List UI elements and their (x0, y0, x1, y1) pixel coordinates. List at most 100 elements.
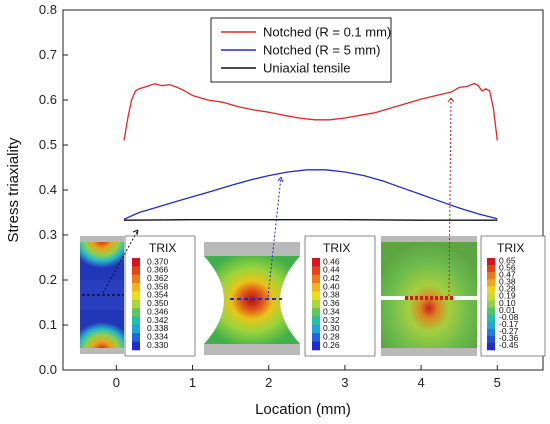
colorbar-swatch (487, 328, 495, 337)
colorbar-swatch (312, 299, 320, 309)
legend-label: Notched (R = 5 mm) (263, 43, 380, 58)
colorbar-swatch (487, 286, 495, 294)
colorbar-title-r5: TRIX (323, 241, 350, 255)
colorbar-label: 0.47 (499, 269, 516, 279)
y-tick-label: 0.2 (39, 272, 57, 287)
y-tick-label: 0.8 (39, 2, 57, 17)
colorbar-label: 0.342 (147, 315, 169, 325)
colorbar-label: -0.08 (499, 312, 519, 322)
inset-notched-r5: TRIX 0.460.440.420.400.380.360.340.320.3… (204, 235, 376, 357)
colorbar-label: 0.36 (323, 298, 340, 308)
colorbar-swatch (487, 258, 495, 266)
colorbar-swatch (132, 324, 140, 334)
colorbar-label: 0.362 (147, 273, 169, 283)
colorbar-swatch (312, 266, 320, 276)
arrow-r01 (448, 97, 452, 297)
inset-uniaxial: TRIX 0.3700.3660.3620.3580.3540.3500.346… (80, 235, 196, 357)
colorbar-swatch (132, 258, 140, 267)
specimen-uniaxial-grip-bottom (80, 348, 124, 354)
legend-label: Notched (R = 0.1 mm) (263, 25, 391, 40)
colorbar-label: 0.338 (147, 323, 169, 333)
specimen-uniaxial-bottom-field (80, 310, 124, 350)
colorbar-label: -0.27 (499, 326, 519, 336)
colorbar-label: 0.366 (147, 265, 169, 275)
legend-label: Uniaxial tensile (263, 61, 350, 76)
colorbar-label: 0.370 (147, 256, 169, 266)
colorbar-swatch (312, 274, 320, 284)
colorbar-swatch (132, 299, 140, 309)
colorbar-label: 0.350 (147, 298, 169, 308)
colorbar-swatch (312, 291, 320, 301)
specimen-uniaxial-grip-top (80, 236, 124, 242)
colorbar-swatch (312, 258, 320, 267)
colorbar-swatch (132, 333, 140, 342)
colorbar-swatch (487, 321, 495, 330)
legend: Notched (R = 0.1 mm) Notched (R = 5 mm) Un… (210, 17, 392, 83)
colorbar-swatch (487, 307, 495, 315)
colorbar-swatch (487, 300, 495, 308)
colorbar-swatch (487, 314, 495, 322)
x-tick-label: 4 (417, 375, 424, 390)
specimen-r01-grip-top (381, 236, 477, 242)
colorbar-swatch (132, 266, 140, 276)
series-line-0 (123, 82, 498, 141)
colorbar-label: 0.28 (323, 332, 340, 342)
y-tick-label: 0.0 (39, 362, 57, 377)
colorbar-label: 0.32 (323, 315, 340, 325)
colorbar-label: -0.36 (499, 333, 519, 343)
colorbar-swatch (312, 316, 320, 326)
arrow-r01-head (447, 97, 455, 103)
x-tick-label: 0 (113, 375, 120, 390)
colorbar-label: 0.46 (323, 256, 340, 266)
colorbar-swatch (132, 283, 140, 292)
connector-arrows (102, 97, 455, 298)
inset-notched-r01: TRIX 0.650.560.470.380.280.190.100.01-0.… (381, 235, 546, 357)
colorbar-swatch (132, 316, 140, 326)
notch-right (453, 296, 477, 300)
y-tick-label: 0.6 (39, 92, 57, 107)
colorbar-label: 0.65 (499, 255, 516, 265)
colorbar-swatch (132, 291, 140, 301)
colorbar-label: 0.34 (323, 306, 340, 316)
y-tick-label: 0.4 (39, 182, 57, 197)
y-axis-title: Stress triaxiality (5, 137, 22, 243)
colorbar-swatch (312, 333, 320, 342)
colorbar-label: 0.56 (499, 262, 516, 272)
colorbar-swatch (312, 341, 320, 351)
series-line-2 (123, 219, 498, 221)
y-axis-ticks: 0.0 0.1 0.2 0.3 0.4 0.5 0.6 0.7 0.8 (39, 2, 68, 377)
specimen-r01-grip-bottom (381, 348, 477, 356)
colorbar-label: -0.45 (499, 340, 519, 350)
y-tick-label: 0.5 (39, 137, 57, 152)
colorbar-swatch (487, 293, 495, 301)
colorbar-label: 0.38 (499, 277, 516, 287)
colorbar-uniaxial: 0.3700.3660.3620.3580.3540.3500.3460.342… (132, 256, 169, 351)
series-layer (123, 82, 498, 221)
colorbar-label: 0.28 (499, 284, 516, 294)
colorbar-swatch (312, 324, 320, 334)
colorbar-swatch (132, 341, 140, 351)
colorbar-label: 0.358 (147, 281, 169, 291)
colorbar-label: 0.42 (323, 273, 340, 283)
y-tick-label: 0.3 (39, 227, 57, 242)
colorbar-swatch (487, 279, 495, 287)
specimen-uniaxial-top-field (80, 240, 124, 280)
colorbar-label: 0.01 (499, 305, 516, 315)
colorbar-label: 0.26 (323, 340, 340, 350)
x-tick-label: 2 (265, 375, 272, 390)
colorbar-swatch (132, 274, 140, 284)
x-tick-label: 3 (341, 375, 348, 390)
colorbar-swatch (132, 308, 140, 317)
colorbar-title-r01: TRIX (497, 241, 524, 255)
x-axis-title: Location (mm) (255, 401, 351, 418)
colorbar-label: 0.354 (147, 290, 169, 300)
arrow-r5 (267, 176, 282, 298)
specimen-r01-mesh (381, 240, 477, 350)
arrow-uniaxial (102, 229, 139, 294)
colorbar-label: -0.17 (499, 319, 519, 329)
colorbar-label: 0.10 (499, 298, 516, 308)
y-tick-label: 0.7 (39, 47, 57, 62)
colorbar-label: 0.44 (323, 265, 340, 275)
colorbar-r01: 0.650.560.470.380.280.190.100.01-0.08-0.… (487, 255, 519, 351)
